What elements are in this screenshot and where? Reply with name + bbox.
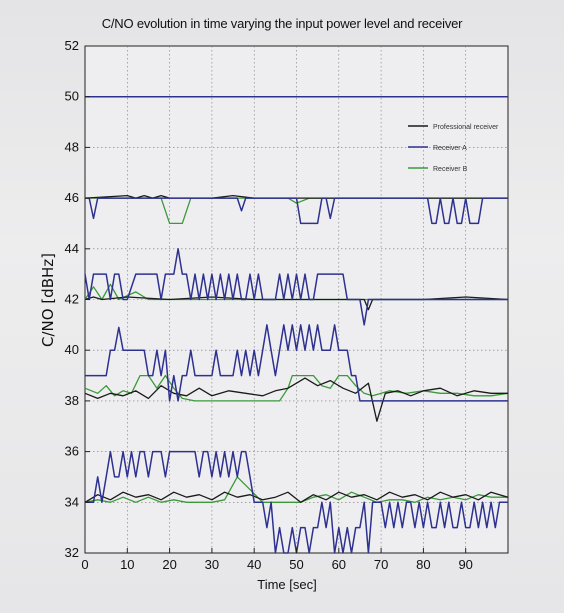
x-tick-label: 70: [374, 557, 388, 572]
y-tick-label: 48: [65, 139, 79, 154]
y-tick-label: 44: [65, 241, 79, 256]
series-line-receiver-a: [85, 450, 508, 554]
legend-label: Professional receiver: [433, 124, 499, 131]
x-tick-label: 90: [458, 557, 472, 572]
chart-title: C/NO evolution in time varying the input…: [101, 16, 463, 31]
x-tick-label: 20: [162, 557, 176, 572]
legend-label: Receiver A: [433, 145, 467, 152]
legend: Professional receiver Receiver A Receiver …: [408, 124, 499, 173]
legend-label: Receiver B: [433, 166, 468, 173]
y-tick-label: 32: [65, 545, 79, 560]
y-tick-label: 34: [65, 494, 79, 509]
x-axis-label: Time [sec]: [257, 577, 317, 592]
x-tick-label: 80: [416, 557, 430, 572]
series-line-receiver-a: [85, 197, 508, 225]
y-tick-label: 42: [65, 292, 79, 307]
y-axis-label: C/NO [dBHz]: [39, 253, 57, 347]
x-tick-label: 30: [205, 557, 219, 572]
series-line-professional-receiver: [84, 491, 509, 503]
y-tick-label: 36: [65, 444, 79, 459]
series-lines: [84, 95, 509, 554]
series-line-receiver-b: [84, 476, 508, 503]
y-tick-label: 52: [65, 38, 79, 53]
x-tick-label: 10: [120, 557, 134, 572]
series-line-receiver-a: [85, 324, 508, 402]
y-tick-label: 38: [65, 393, 79, 408]
series-line-receiver-a: [84, 248, 508, 326]
x-tick-label: 0: [81, 557, 88, 572]
y-tick-label: 40: [65, 342, 79, 357]
x-tick-label: 60: [332, 557, 346, 572]
series-line-professional-receiver: [84, 377, 508, 422]
x-tick-label: 40: [247, 557, 261, 572]
axis-ticks: 0 10 20 30 40 50 60 70 80 90 32 34 36 38 40 42 44 46 48 50 5…: [65, 38, 473, 572]
x-tick-label: 50: [289, 557, 303, 572]
y-tick-label: 50: [65, 89, 79, 104]
y-tick-label: 46: [65, 190, 79, 205]
